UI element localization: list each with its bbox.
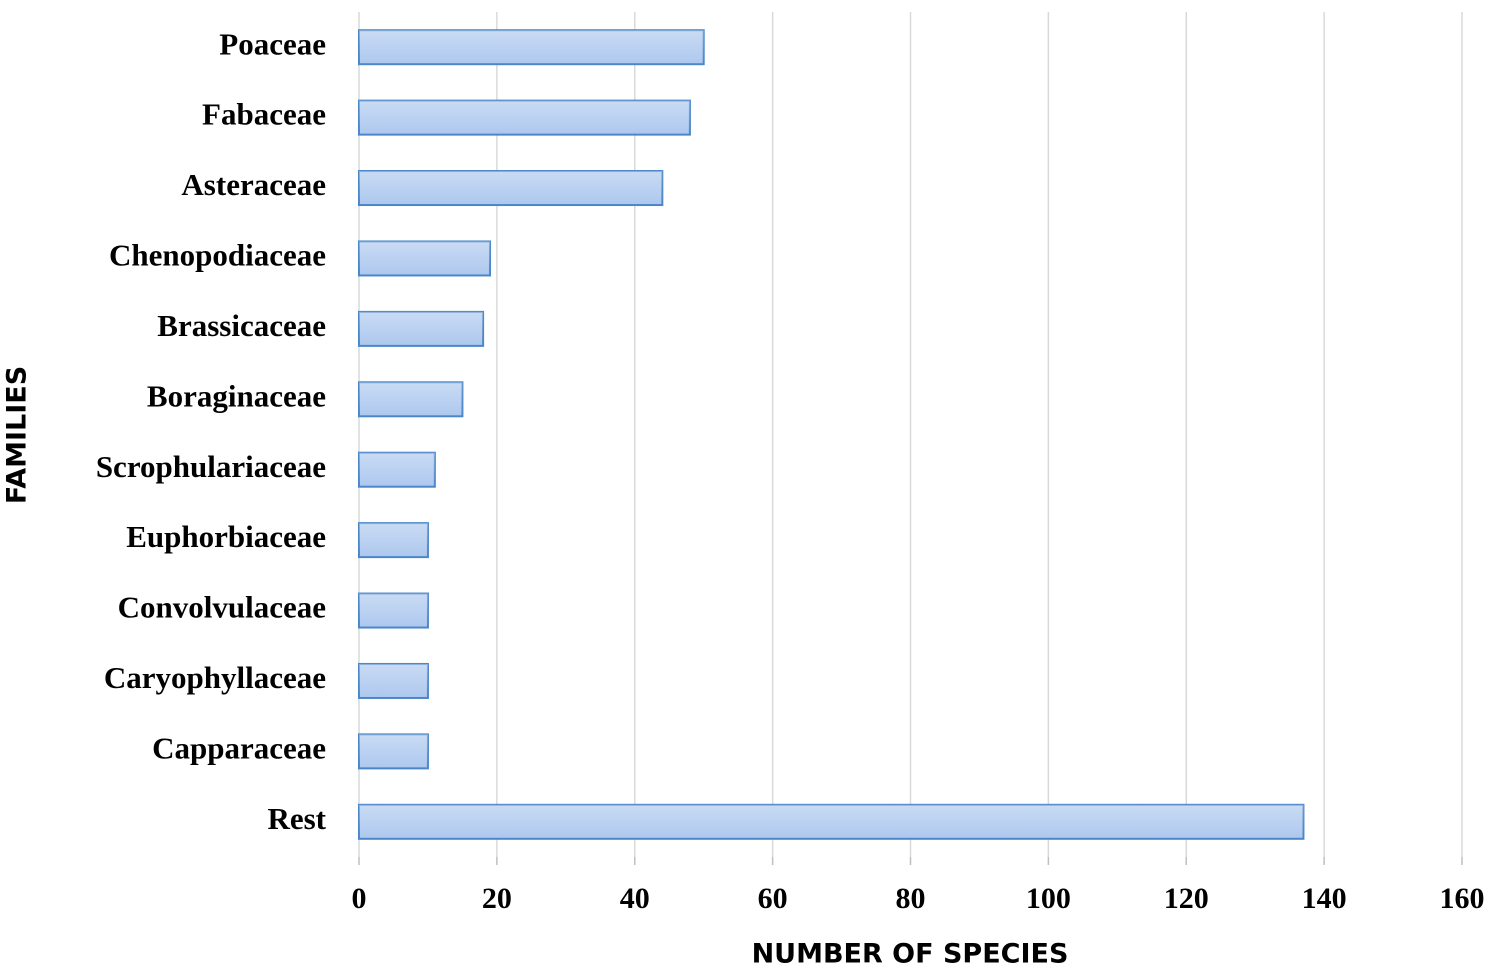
x-tick-label: 40 (620, 882, 650, 915)
y-axis-label: FAMILIES (2, 366, 33, 504)
x-tick-label: 120 (1164, 882, 1209, 915)
x-tick-label: 0 (352, 882, 367, 915)
bar-shine (359, 452, 435, 487)
bar-shine (359, 663, 428, 698)
y-tick-label: Rest (267, 801, 326, 836)
y-tick-label: Asteraceae (181, 167, 326, 202)
bar-shine (359, 311, 484, 346)
bar-shine (359, 241, 490, 276)
y-tick-label: Euphorbiaceae (126, 519, 326, 554)
bar-shine (359, 100, 690, 135)
x-tick-label: 140 (1302, 882, 1347, 915)
y-tick-label: Chenopodiaceae (109, 238, 326, 273)
bar-shine (359, 171, 663, 206)
y-tick-label: Brassicaceae (157, 308, 326, 343)
bar-shine (359, 30, 704, 65)
y-tick-label: Caryophyllaceae (104, 660, 326, 695)
x-tick-label: 60 (758, 882, 788, 915)
bar-shine (359, 593, 428, 628)
y-tick-label: Scrophulariaceae (96, 449, 326, 484)
bar-shine (359, 523, 428, 558)
y-tick-label: Fabaceae (202, 97, 326, 132)
x-axis-label: NUMBER OF SPECIES (752, 939, 1069, 970)
y-tick-label: Convolvulaceae (118, 590, 326, 625)
y-tick-label: Poaceae (219, 26, 326, 61)
bar-shine (359, 382, 463, 417)
x-tick-label: 160 (1440, 882, 1485, 915)
y-tick-label: Boraginaceae (147, 378, 326, 413)
x-tick-label: 20 (482, 882, 512, 915)
bar-shine (359, 734, 428, 769)
bar-shine (359, 804, 1304, 839)
y-tick-label: Capparaceae (152, 730, 326, 765)
x-tick-label: 100 (1026, 882, 1071, 915)
x-tick-label: 80 (896, 882, 926, 915)
